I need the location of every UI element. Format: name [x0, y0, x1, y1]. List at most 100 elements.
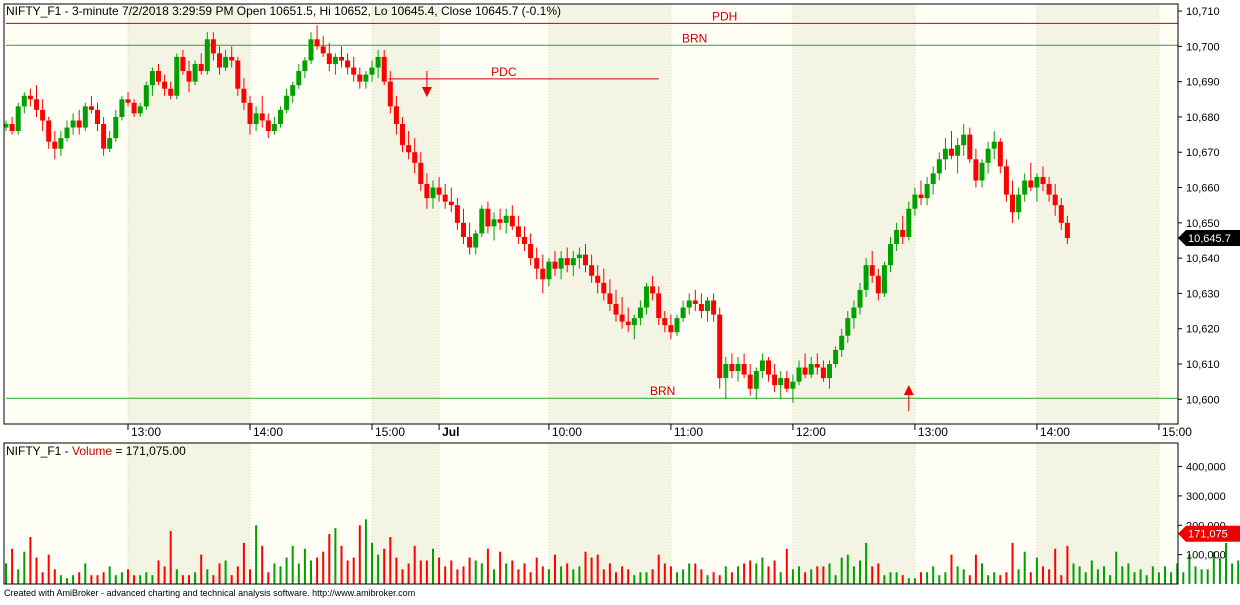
footer-credit: Created with AmiBroker - advanced charti…: [4, 588, 416, 598]
candle-body: [21, 95, 27, 107]
candle: [888, 236, 893, 273]
candle: [58, 131, 64, 156]
candle: [546, 258, 552, 287]
candle-body: [924, 184, 930, 199]
candle-body: [64, 127, 70, 139]
candle-body: [729, 364, 735, 372]
candle: [131, 99, 137, 117]
candle: [759, 353, 765, 379]
candle: [906, 201, 912, 241]
candle: [717, 307, 723, 389]
price-ytick-label: 10,630: [1186, 288, 1220, 300]
candle-body: [375, 56, 381, 68]
candle: [924, 176, 930, 206]
candle-body: [95, 109, 100, 124]
candle: [210, 32, 216, 61]
candle-body: [430, 187, 436, 199]
candle-body: [497, 219, 503, 223]
candle-body: [515, 226, 521, 237]
candle-body: [845, 318, 851, 336]
candle: [9, 116, 15, 135]
candle: [723, 356, 729, 400]
candle: [192, 60, 198, 86]
candle: [265, 113, 271, 139]
price-ytick-label: 10,640: [1186, 253, 1220, 265]
candle-body: [101, 124, 107, 149]
candle: [894, 222, 900, 252]
level-label: PDC: [491, 65, 517, 79]
candle-body: [271, 124, 277, 132]
candle: [381, 49, 387, 86]
candle: [827, 360, 832, 389]
candle: [1064, 215, 1070, 244]
candle-body: [881, 265, 887, 294]
candle-body: [509, 215, 515, 227]
candle: [589, 254, 595, 283]
candle: [522, 226, 527, 252]
candle-body: [229, 56, 235, 61]
candle: [766, 356, 771, 382]
candle-body: [802, 367, 808, 375]
candle: [680, 300, 686, 322]
candle-body: [522, 236, 527, 244]
candle-body: [296, 71, 302, 86]
candle: [15, 102, 21, 135]
candle: [930, 166, 936, 195]
candle-body: [711, 300, 717, 315]
candle-body: [290, 85, 296, 96]
candle-body: [1022, 180, 1028, 195]
candle-body: [479, 208, 485, 234]
candle: [967, 127, 973, 163]
candle-body: [631, 318, 637, 326]
price-pane-border: [3, 3, 1179, 425]
volume-title: NIFTY_F1 - Volume = 171,075.00: [6, 444, 186, 458]
candle-body: [381, 56, 387, 82]
candle: [534, 247, 540, 280]
candle-body: [467, 236, 473, 248]
candle-body: [387, 81, 393, 107]
candle-body: [278, 109, 283, 124]
candle: [1034, 173, 1040, 202]
candle-body: [900, 229, 906, 237]
candle-body: [1058, 205, 1064, 223]
level-label: BRN: [682, 31, 707, 45]
candle: [570, 251, 576, 276]
candle: [52, 131, 58, 160]
candle: [1052, 184, 1058, 216]
xtick-label: 10:00: [552, 425, 582, 439]
candle: [1040, 166, 1046, 192]
candle-body: [656, 293, 662, 319]
sell-arrow-icon: [421, 86, 432, 97]
candle-body: [906, 208, 912, 237]
xtick-label: 11:00: [674, 425, 703, 439]
candle: [107, 131, 113, 153]
candle: [918, 180, 924, 206]
candle-body: [253, 113, 259, 124]
candle: [21, 92, 27, 114]
candle: [332, 53, 338, 75]
candle-body: [759, 360, 765, 372]
candle: [985, 141, 991, 174]
candle: [387, 71, 393, 114]
candle: [113, 109, 119, 142]
candle-body: [34, 99, 39, 110]
candle: [503, 208, 509, 234]
xtick-label: 15:00: [1162, 425, 1192, 439]
candle: [491, 212, 497, 241]
candle-body: [473, 233, 479, 248]
candle-body: [168, 88, 174, 96]
candle-body: [808, 364, 814, 375]
candle-body: [46, 120, 52, 142]
candle: [515, 215, 521, 244]
candle: [564, 247, 570, 273]
candle: [839, 328, 845, 357]
candle: [778, 371, 784, 400]
candle: [119, 95, 125, 121]
candle-body: [235, 60, 241, 89]
candle: [692, 289, 698, 312]
candle-body: [717, 314, 723, 379]
candle-body: [265, 120, 271, 132]
candle-body: [1003, 166, 1009, 195]
